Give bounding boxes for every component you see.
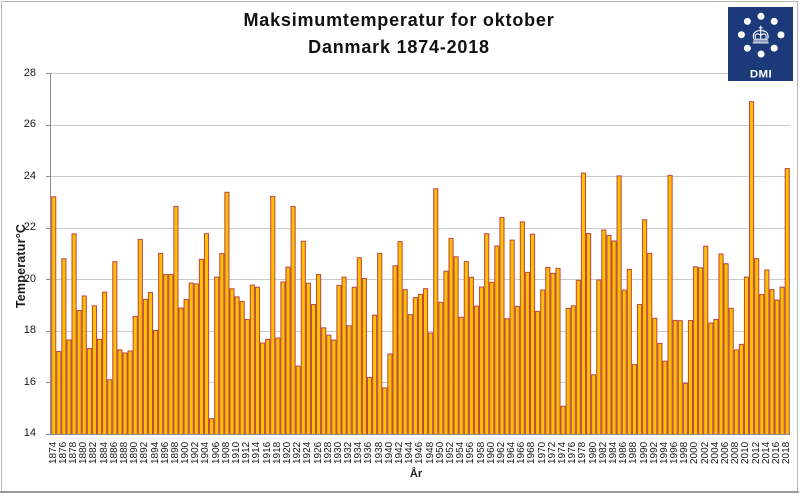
svg-text:DMI: DMI <box>749 68 771 80</box>
